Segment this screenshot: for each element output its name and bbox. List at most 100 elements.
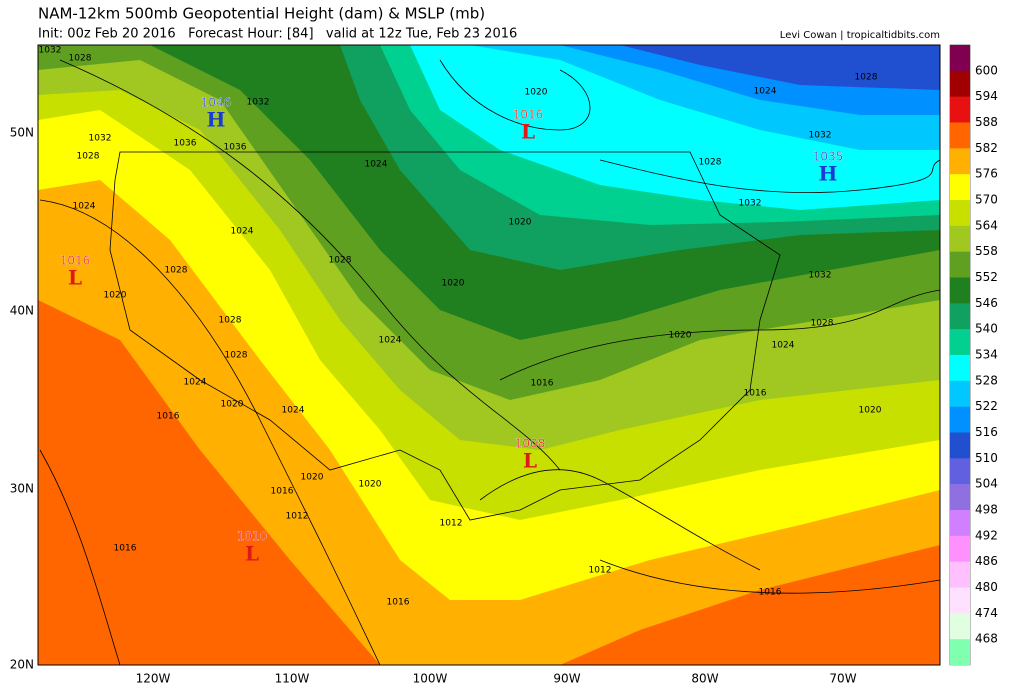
isobar-label: 1028 bbox=[77, 152, 100, 162]
pressure-symbol: L bbox=[68, 266, 82, 290]
pressure-symbol: L bbox=[245, 542, 259, 566]
shade bbox=[620, 45, 940, 90]
isobar-label: 1016 bbox=[531, 379, 554, 389]
colorbar-label: 552 bbox=[975, 270, 998, 284]
colorbar-label: 516 bbox=[975, 425, 998, 439]
colorbar-swatch bbox=[950, 587, 970, 614]
isobar bbox=[599, 559, 940, 594]
isobar-label: 1024 bbox=[772, 341, 795, 351]
isobar-label: 1036 bbox=[224, 143, 247, 153]
colorbar-swatch bbox=[950, 122, 970, 149]
border bbox=[109, 151, 781, 521]
colorbar-swatch bbox=[950, 200, 970, 227]
map-frame bbox=[37, 44, 941, 666]
isobar bbox=[439, 59, 591, 131]
colorbar-swatch bbox=[950, 277, 970, 304]
colorbar-label: 540 bbox=[975, 322, 998, 336]
colorbar-swatch bbox=[950, 174, 970, 201]
isobar-label: 1020 bbox=[525, 88, 548, 98]
isobar bbox=[39, 199, 381, 665]
colorbar-label: 534 bbox=[975, 348, 998, 362]
isobar-label: 1012 bbox=[589, 566, 612, 576]
isobar-label: 1020 bbox=[359, 480, 382, 490]
isobar-label: 1016 bbox=[387, 598, 410, 608]
isobar-label: 1020 bbox=[859, 406, 882, 416]
isobar-label: 1028 bbox=[225, 351, 248, 361]
pressure-symbol: L bbox=[523, 449, 537, 473]
lon-label: 70W bbox=[829, 672, 856, 686]
pressure-value: 1035 bbox=[813, 150, 844, 164]
colorbar-label: 570 bbox=[975, 193, 998, 207]
isobar-label: 1020 bbox=[669, 331, 692, 341]
lon-label: 110W bbox=[275, 672, 310, 686]
colorbar-label: 594 bbox=[975, 89, 998, 103]
colorbar-label: 576 bbox=[975, 167, 998, 181]
lon-label: 80W bbox=[691, 672, 718, 686]
colorbar-swatch bbox=[950, 613, 970, 640]
isobar-label: 1024 bbox=[73, 202, 96, 212]
isobar-label: 1036 bbox=[174, 139, 197, 149]
colorbar-label: 588 bbox=[975, 115, 998, 129]
pressure-value: 1016 bbox=[513, 108, 544, 122]
colorbar-swatch bbox=[950, 225, 970, 252]
isobar-label: 1016 bbox=[157, 412, 180, 422]
colorbar-label: 486 bbox=[975, 554, 998, 568]
colorbar-swatch bbox=[950, 535, 970, 562]
colorbar-label: 480 bbox=[975, 580, 998, 594]
colorbar-swatch bbox=[950, 510, 970, 537]
isobar-label: 1020 bbox=[442, 279, 465, 289]
colorbar-swatch bbox=[950, 96, 970, 123]
colorbar-label: 564 bbox=[975, 218, 998, 232]
isobar-label: 1012 bbox=[440, 519, 463, 529]
isobar bbox=[479, 469, 761, 571]
isobar-label: 1024 bbox=[231, 227, 254, 237]
credit: Levi Cowan | tropicaltidbits.com bbox=[780, 30, 940, 41]
lon-label: 100W bbox=[413, 672, 448, 686]
pressure-symbol: H bbox=[819, 162, 838, 186]
isobar-label: 1024 bbox=[365, 160, 388, 170]
isobar bbox=[499, 289, 940, 381]
colorbar-swatch bbox=[950, 380, 970, 407]
colorbar-swatch bbox=[950, 432, 970, 459]
isobar-label: 1016 bbox=[114, 544, 137, 554]
isobar-label: 1032 bbox=[809, 131, 832, 141]
colorbar-label: 492 bbox=[975, 528, 998, 542]
lat-label: 30N bbox=[10, 482, 34, 496]
pressure-value: 1016 bbox=[60, 254, 91, 268]
lat-label: 40N bbox=[10, 304, 34, 318]
isobar-label: 1028 bbox=[219, 316, 242, 326]
isobar-label: 1016 bbox=[759, 588, 782, 598]
pressure-symbol: L bbox=[521, 120, 535, 144]
isobar bbox=[59, 59, 561, 471]
isobar-label: 1024 bbox=[184, 378, 207, 388]
pressure-value: 1008 bbox=[515, 437, 546, 451]
colorbar-label: 546 bbox=[975, 296, 998, 310]
colorbar-swatch bbox=[950, 484, 970, 511]
isobar-label: 1024 bbox=[282, 406, 305, 416]
colorbar-label: 522 bbox=[975, 399, 998, 413]
isobar bbox=[599, 159, 940, 194]
lon-label: 90W bbox=[553, 672, 580, 686]
isobar-label: 1012 bbox=[286, 512, 309, 522]
colorbar-swatch bbox=[950, 406, 970, 433]
colorbar-label: 528 bbox=[975, 373, 998, 387]
lon-label: 120W bbox=[136, 672, 171, 686]
isobar-label: 1028 bbox=[329, 256, 352, 266]
lat-label: 20N bbox=[10, 658, 34, 672]
isobar-label: 1028 bbox=[699, 158, 722, 168]
colorbar-swatch bbox=[950, 639, 970, 666]
colorbar-label: 582 bbox=[975, 141, 998, 155]
isobar-label: 1020 bbox=[301, 473, 324, 483]
colorbar-label: 474 bbox=[975, 606, 998, 620]
colorbar-label: 498 bbox=[975, 503, 998, 517]
title: NAM-12km 500mb Geopotential Height (dam)… bbox=[38, 5, 485, 23]
colorbar-label: 504 bbox=[975, 477, 998, 491]
isobar-label: 1016 bbox=[271, 487, 294, 497]
colorbar-swatch bbox=[950, 561, 970, 588]
pressure-value: 1010 bbox=[237, 530, 268, 544]
isobar-label: 1020 bbox=[509, 218, 532, 228]
isobar-label: 1024 bbox=[754, 87, 777, 97]
isobar-label: 1028 bbox=[855, 73, 878, 83]
colorbar-swatch bbox=[950, 329, 970, 356]
